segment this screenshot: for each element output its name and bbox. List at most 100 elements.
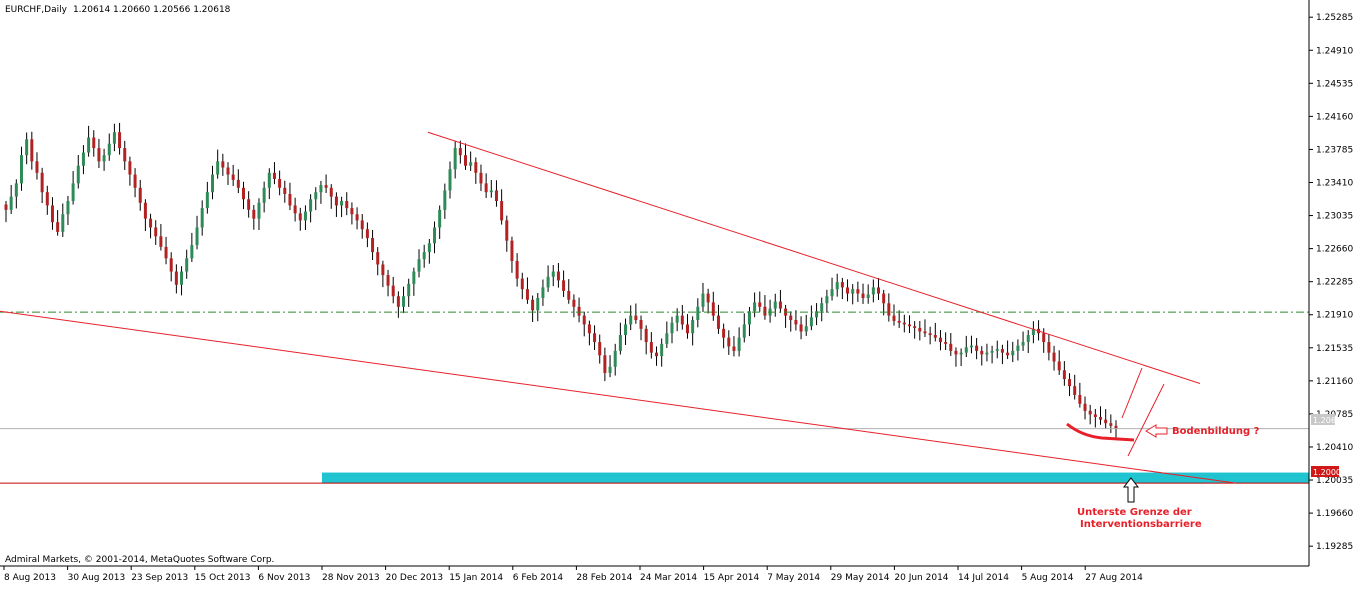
candle-body xyxy=(190,245,194,259)
candle-body xyxy=(634,315,638,321)
candle-body xyxy=(639,320,643,329)
candle-body xyxy=(350,208,354,215)
candle-body xyxy=(221,161,225,168)
candle-body xyxy=(174,271,178,285)
candle-body xyxy=(809,317,813,327)
candle-body xyxy=(112,132,116,144)
candle-body xyxy=(861,293,865,298)
candle-body xyxy=(913,326,917,328)
candle-body xyxy=(572,299,576,307)
candle-body xyxy=(603,355,607,373)
candle-body xyxy=(923,331,927,334)
x-tick-label: 27 Aug 2014 xyxy=(1085,573,1143,583)
candle-body xyxy=(969,345,973,348)
candle-body xyxy=(272,172,276,179)
candle-body xyxy=(1047,342,1051,353)
candle-body xyxy=(820,303,824,312)
candle-body xyxy=(314,192,318,200)
x-tick-label: 20 Dec 2013 xyxy=(386,573,444,583)
candle-body xyxy=(907,324,911,327)
candle-body xyxy=(685,324,689,334)
candle-body xyxy=(257,202,261,219)
candle-body xyxy=(887,303,891,316)
candle-body xyxy=(525,289,529,300)
candle-body xyxy=(598,342,602,356)
annotation-interventionsbarriere: Interventionsbarriere xyxy=(1080,519,1202,530)
candle-body xyxy=(169,258,173,272)
candle-body xyxy=(87,137,91,153)
candle-body xyxy=(433,227,437,244)
x-axis: 8 Aug 2013 30 Aug 2013 23 Sep 2013 15 Oct 2… xyxy=(3,566,1143,583)
candle-body xyxy=(4,204,8,210)
candle-body xyxy=(9,196,13,210)
candle-body xyxy=(520,278,524,290)
x-tick-label: 6 Feb 2014 xyxy=(513,573,564,583)
up-arrow-icon xyxy=(1122,477,1140,503)
y-tick-label: 1.20035 xyxy=(1316,476,1353,486)
candle-body xyxy=(995,349,999,351)
candle-body xyxy=(267,172,271,188)
candle-body xyxy=(438,209,442,228)
candle-body xyxy=(856,289,860,294)
floor-price-tag-bg xyxy=(1311,466,1339,477)
candle-body xyxy=(324,185,328,188)
candle-body xyxy=(928,333,932,336)
candle-body xyxy=(396,296,400,307)
candle-body xyxy=(236,179,240,188)
current-price-tag-bg xyxy=(1311,414,1335,425)
left-swing-arrow-line xyxy=(1121,367,1143,419)
y-tick-label: 1.19660 xyxy=(1316,509,1353,519)
candle-body xyxy=(76,165,80,184)
candle-body xyxy=(587,324,591,334)
y-axis: 1.25285 1.24910 1.24535 1.24160 1.23785 1.234… xyxy=(1309,13,1353,552)
y-tick-label: 1.21160 xyxy=(1316,377,1353,387)
candle-body xyxy=(660,343,664,357)
candle-body xyxy=(412,271,416,284)
candles xyxy=(4,122,1118,439)
candle-body xyxy=(551,271,555,277)
candle-body xyxy=(443,190,447,210)
candle-body xyxy=(851,289,855,294)
candle-body xyxy=(1062,370,1066,380)
candle-body xyxy=(252,209,256,219)
candle-body xyxy=(293,205,297,214)
candle-body xyxy=(102,155,106,162)
floor-price-tag: 1.20000 xyxy=(1313,468,1346,477)
candle-body xyxy=(164,246,168,259)
candle-body xyxy=(30,139,34,162)
candle-body xyxy=(949,343,953,351)
candle-body xyxy=(35,161,39,173)
candle-body xyxy=(216,161,220,175)
candle-body xyxy=(1099,417,1103,420)
candle-body xyxy=(484,183,488,193)
x-tick-label: 8 Aug 2013 xyxy=(4,573,56,583)
candle-body xyxy=(97,148,101,162)
candle-body xyxy=(825,296,829,304)
candle-body xyxy=(556,271,560,281)
candle-body xyxy=(185,258,189,272)
candle-body xyxy=(902,322,906,325)
candle-body xyxy=(711,302,715,316)
candle-body xyxy=(143,202,147,219)
candle-body xyxy=(799,324,803,332)
candle-body xyxy=(789,315,793,321)
candle-body xyxy=(758,302,762,307)
candle-body xyxy=(918,327,922,332)
right-swing-arrow-line xyxy=(1127,383,1165,457)
candle-body xyxy=(1083,403,1087,411)
annotation-unterste-grenze: Unterste Grenze der xyxy=(1077,507,1192,518)
candle-body xyxy=(964,347,968,353)
candle-body xyxy=(226,167,230,175)
candle-body xyxy=(40,172,44,193)
y-tick-label: 1.23785 xyxy=(1316,145,1353,155)
x-tick-label: 24 Mar 2014 xyxy=(640,573,697,583)
x-tick-label: 28 Nov 2013 xyxy=(322,573,380,583)
candle-body xyxy=(360,220,364,230)
y-tick-label: 1.21910 xyxy=(1316,311,1353,321)
candle-body xyxy=(50,205,54,223)
candle-body xyxy=(1000,349,1004,353)
candle-body xyxy=(211,174,215,193)
candle-body xyxy=(371,238,375,253)
candle-body xyxy=(933,335,937,338)
